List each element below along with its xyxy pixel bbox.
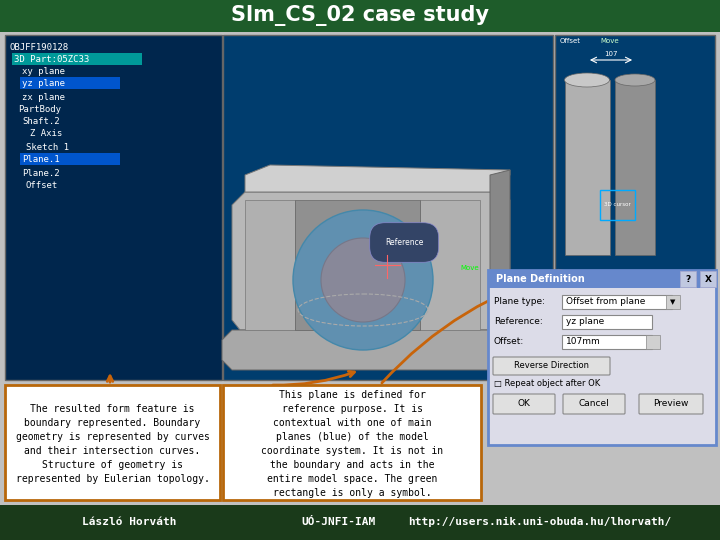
Text: xy plane: xy plane	[22, 68, 65, 77]
Text: http://users.nik.uni-obuda.hu/lhorvath/: http://users.nik.uni-obuda.hu/lhorvath/	[408, 517, 672, 527]
Text: Z Axis: Z Axis	[30, 130, 62, 138]
Bar	[565, 80, 610, 255]
Bar	[700, 271, 716, 287]
Ellipse shape	[615, 74, 655, 86]
Bar	[0, 505, 720, 540]
Text: Move: Move	[600, 38, 618, 44]
Bar	[488, 270, 716, 288]
Text: The resulted form feature is
boundary represented. Boundary
geometry is represen: The resulted form feature is boundary re…	[16, 404, 210, 484]
Text: Sketch 1: Sketch 1	[26, 143, 69, 152]
Text: ▼: ▼	[670, 299, 675, 305]
Text: 107mm: 107mm	[566, 338, 600, 347]
Bar	[20, 77, 120, 89]
Bar	[20, 153, 120, 165]
Text: 107: 107	[604, 51, 618, 57]
Bar	[0, 0, 720, 32]
Text: Plane.1: Plane.1	[22, 156, 60, 165]
FancyBboxPatch shape	[493, 357, 610, 375]
Text: UÓ-JNFI-IAM: UÓ-JNFI-IAM	[301, 517, 376, 527]
Text: Offset: Offset	[26, 181, 58, 191]
Text: zx plane: zx plane	[22, 92, 65, 102]
Text: Offset:: Offset:	[494, 338, 524, 347]
Text: Move: Move	[460, 265, 479, 271]
Circle shape	[293, 210, 433, 350]
FancyBboxPatch shape	[562, 295, 672, 309]
Text: 3D Part:05ZC33: 3D Part:05ZC33	[14, 56, 89, 64]
Text: PartBody: PartBody	[18, 105, 61, 113]
Circle shape	[321, 238, 405, 322]
Text: ?: ?	[685, 274, 690, 284]
Bar	[555, 35, 715, 280]
Bar	[646, 335, 660, 349]
Text: Cancel: Cancel	[579, 400, 609, 408]
Text: OBJFF190128: OBJFF190128	[10, 44, 69, 52]
Bar	[615, 80, 655, 255]
Text: Slm_CS_02 case study: Slm_CS_02 case study	[231, 5, 489, 26]
Text: OK: OK	[518, 400, 531, 408]
Text: yz plane: yz plane	[22, 79, 65, 89]
FancyBboxPatch shape	[562, 315, 652, 329]
Text: yz plane: yz plane	[566, 318, 604, 327]
Text: This plane is defined for
reference purpose. It is
contextual with one of main
p: This plane is defined for reference purp…	[261, 390, 443, 498]
Text: Plane type:: Plane type:	[494, 298, 545, 307]
FancyBboxPatch shape	[563, 394, 625, 414]
Bar	[12, 53, 142, 65]
Text: □ Repeat object after OK: □ Repeat object after OK	[494, 379, 600, 388]
Text: Plane.2: Plane.2	[22, 168, 60, 178]
Text: 3D cursor: 3D cursor	[603, 202, 631, 207]
Ellipse shape	[564, 73, 610, 87]
Text: Offset: Offset	[560, 38, 581, 44]
FancyBboxPatch shape	[562, 335, 652, 349]
FancyBboxPatch shape	[223, 385, 481, 500]
Bar	[680, 271, 696, 287]
FancyBboxPatch shape	[639, 394, 703, 414]
Text: Plane Definition: Plane Definition	[496, 274, 585, 284]
Polygon shape	[222, 330, 520, 370]
Polygon shape	[420, 200, 480, 330]
Text: X: X	[704, 274, 711, 284]
Polygon shape	[245, 200, 295, 330]
Text: Shaft.2: Shaft.2	[22, 118, 60, 126]
Bar	[666, 295, 680, 309]
Polygon shape	[295, 200, 420, 330]
Polygon shape	[232, 192, 510, 330]
FancyBboxPatch shape	[493, 394, 555, 414]
Text: Reverse Direction: Reverse Direction	[513, 361, 588, 370]
Text: Offset from plane: Offset from plane	[566, 298, 645, 307]
Text: Reference:: Reference:	[494, 318, 543, 327]
FancyBboxPatch shape	[5, 385, 220, 500]
FancyBboxPatch shape	[488, 270, 716, 445]
Polygon shape	[245, 165, 510, 192]
Bar	[600, 190, 635, 220]
Text: László Horváth: László Horváth	[82, 517, 177, 527]
Text: Preview: Preview	[653, 400, 689, 408]
Bar	[5, 35, 222, 380]
Text: Reference: Reference	[385, 238, 423, 247]
Bar	[223, 35, 553, 380]
Polygon shape	[490, 170, 510, 330]
